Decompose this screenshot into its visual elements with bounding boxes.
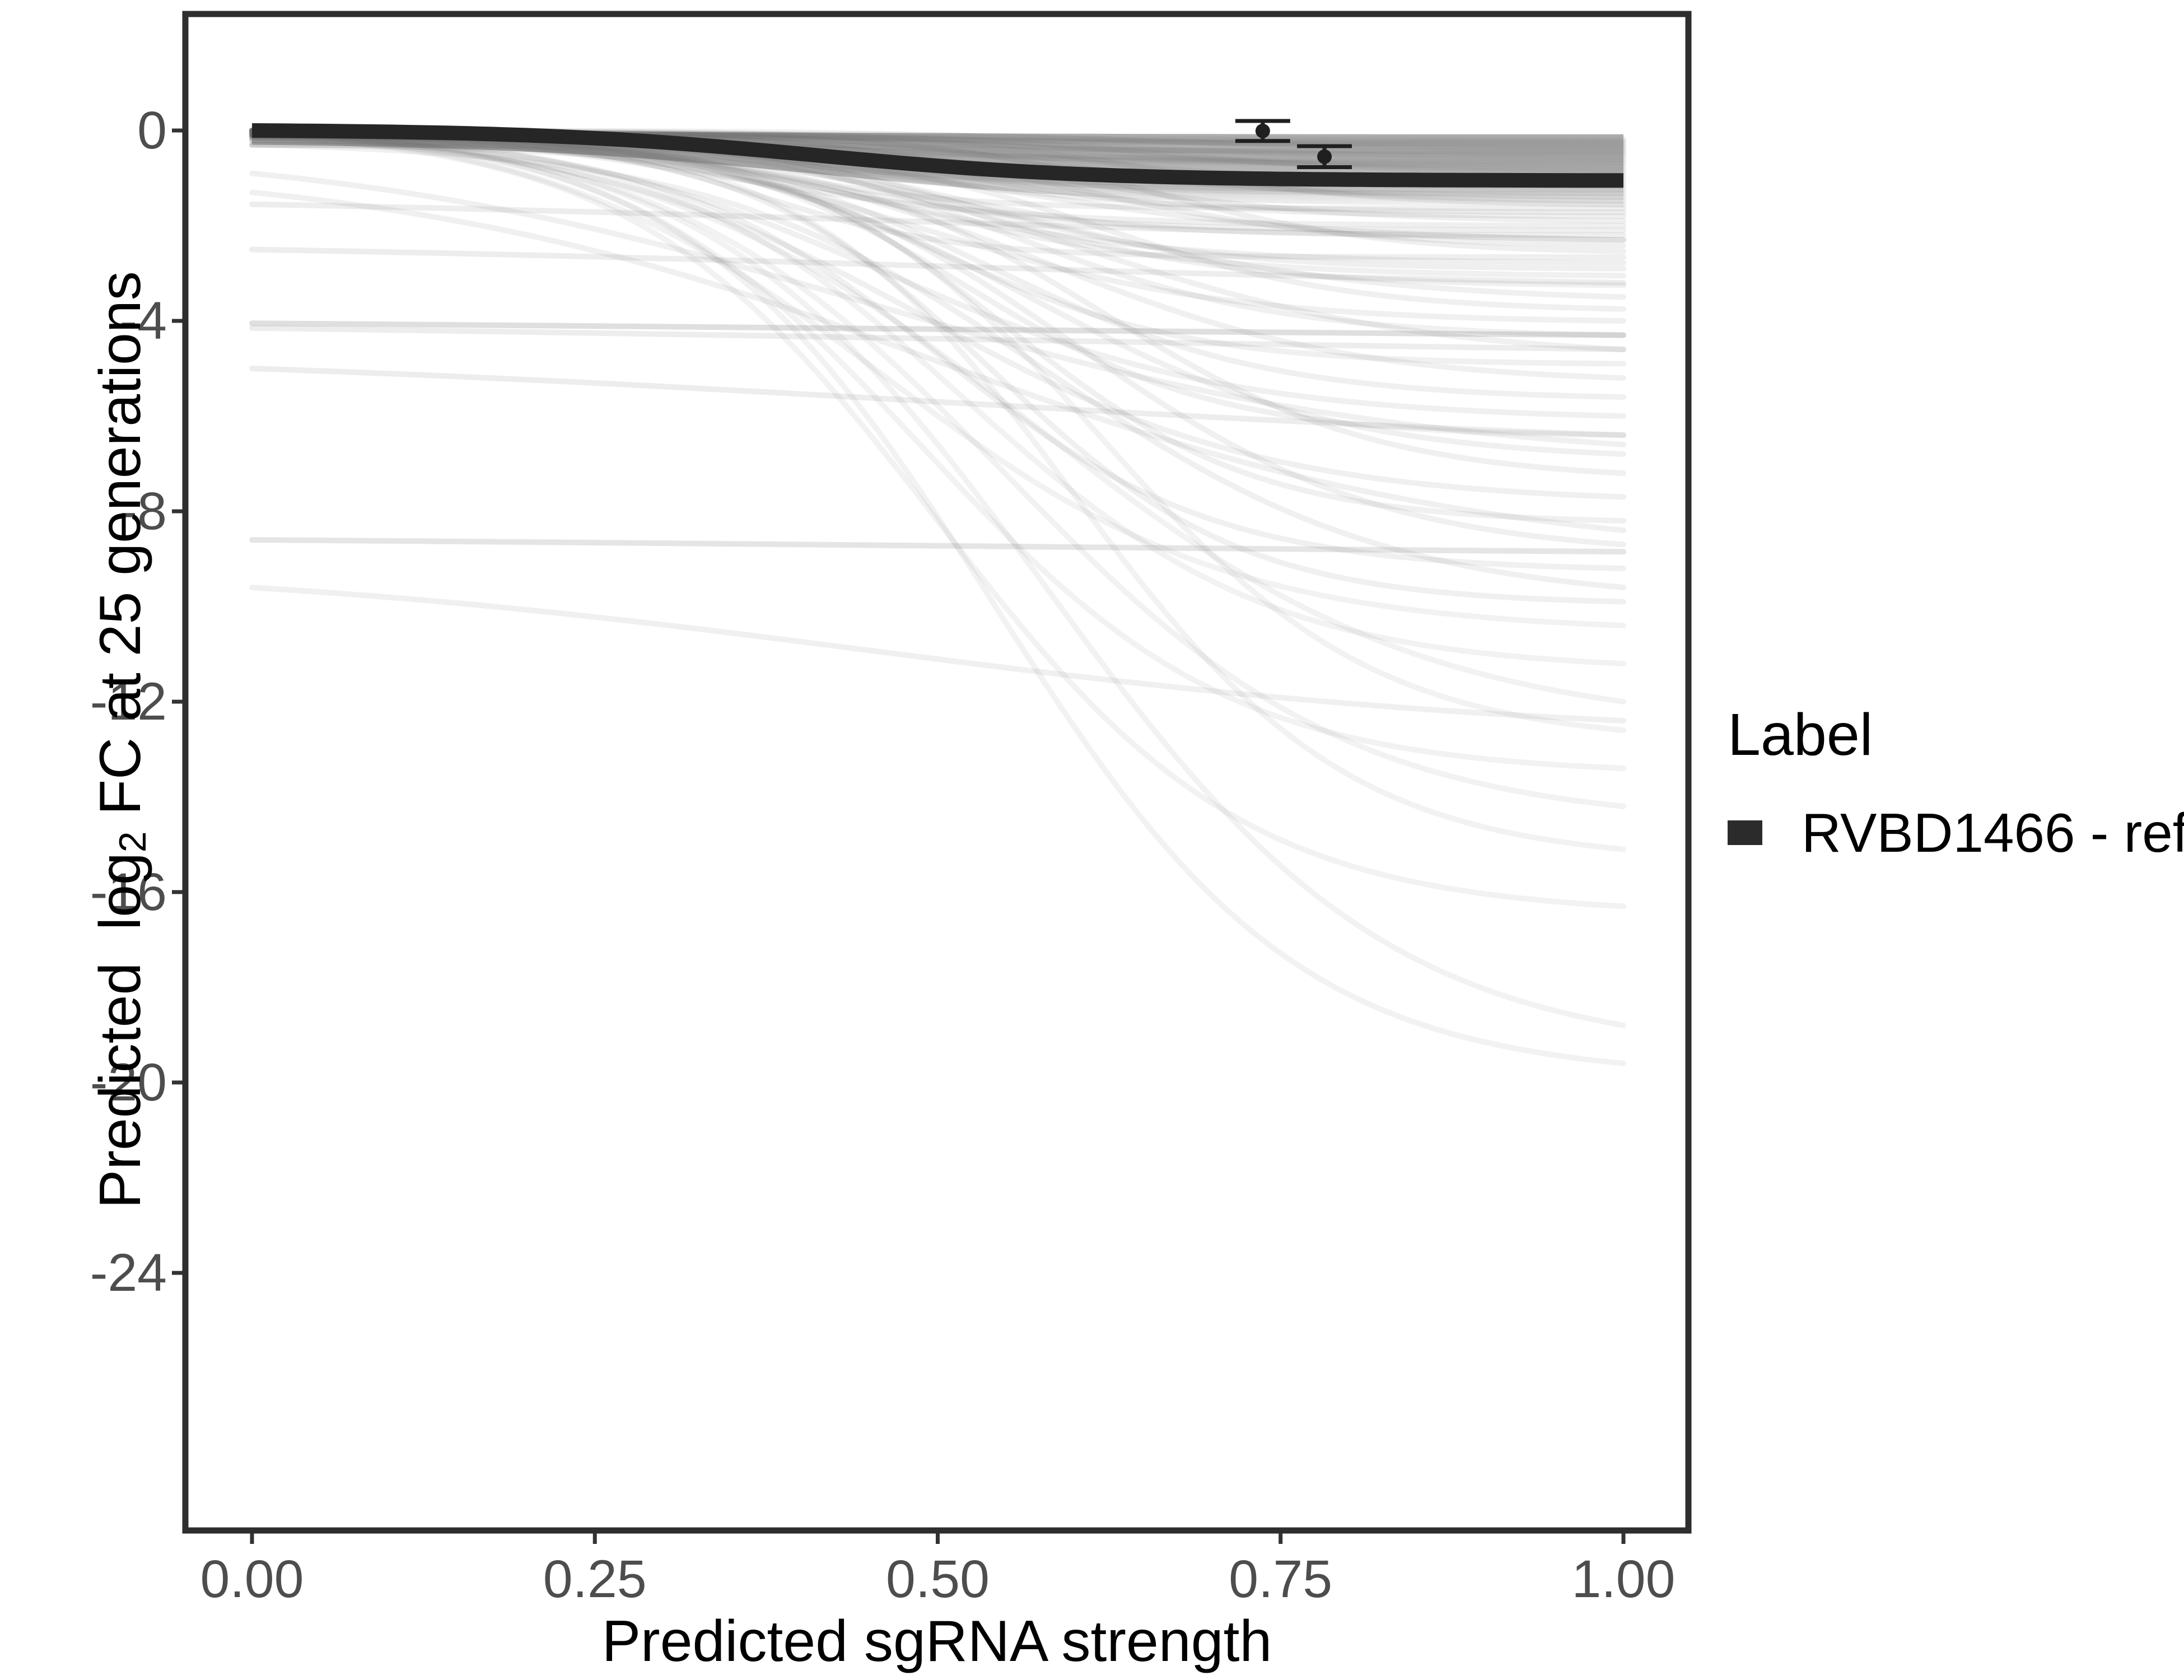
legend: Label RVBD1466 - ref [1728, 701, 2184, 864]
x-axis-tick-label: 0.75 [1229, 1550, 1333, 1609]
x-axis-title: Predicted sgRNA strength [601, 1609, 1272, 1674]
x-axis-tick-label: 1.00 [1571, 1550, 1676, 1609]
error-bar-point [1235, 119, 1290, 143]
background-curve [249, 537, 1626, 555]
y-axis-tick-label: -8 [119, 482, 167, 541]
x-axis-tick-label: 0.00 [200, 1550, 304, 1609]
background-curve [249, 130, 1626, 1066]
y-axis-title-subscript: 2 [111, 831, 154, 853]
legend-title: Label [1728, 702, 1873, 768]
background-curve [249, 132, 1626, 909]
y-axis-tick-label: -4 [119, 291, 167, 351]
background-curve [249, 128, 1626, 1028]
background-curve [249, 137, 1626, 300]
background-curve [249, 128, 1626, 704]
background-curve [249, 142, 1626, 476]
background-curve [249, 585, 1626, 724]
x-axis-tick-label: 0.25 [543, 1550, 647, 1609]
y-axis-tick-label: -20 [90, 1053, 167, 1112]
error-bar-point [1297, 144, 1352, 169]
background-curve [249, 132, 1626, 260]
legend-item-label: RVBD1466 - ref [1802, 802, 2184, 864]
y-axis-tick-label: -24 [90, 1243, 167, 1303]
y-axis-tick-label: 0 [137, 101, 167, 160]
background-curve [249, 128, 1626, 628]
y-axis-title: Predicted log2 FC at 25 generations [21, 271, 232, 1273]
background-curve [249, 134, 1626, 500]
background-curve [249, 134, 1626, 605]
background-curve [249, 142, 1626, 590]
background-curve [249, 130, 1626, 809]
y-axis-tick-label: -12 [90, 672, 167, 731]
background-curve [249, 130, 1626, 666]
background-curve [249, 320, 1626, 338]
background-curve [249, 142, 1626, 381]
background-curve [249, 134, 1626, 324]
background-curve [249, 137, 1626, 457]
x-axis-tick-label: 0.50 [886, 1550, 990, 1609]
y-axis-title-text-suffix: FC at 25 generations [88, 271, 153, 832]
background-curve [249, 128, 1626, 771]
background-curve [249, 246, 1626, 286]
background-curve [249, 137, 1626, 571]
background-curve [249, 137, 1626, 367]
y-axis-title-text: Predicted log [88, 852, 153, 1209]
background-curve [249, 325, 1626, 352]
background-curve [249, 201, 1626, 243]
legend-key-line-swatch [1728, 820, 1762, 845]
background-curve [249, 128, 1626, 419]
background-curve [249, 142, 1626, 312]
background-curve [249, 128, 1626, 228]
background-curve [249, 170, 1626, 447]
panel-border [182, 11, 1692, 1534]
background-curve [249, 366, 1626, 438]
background-curve [249, 189, 1626, 533]
background-curve [249, 132, 1626, 548]
background-curve [249, 134, 1626, 400]
reference-curve [251, 123, 1624, 188]
legend-item: RVBD1466 - ref [1728, 802, 2184, 864]
y-axis-tick-label: -16 [90, 862, 167, 922]
